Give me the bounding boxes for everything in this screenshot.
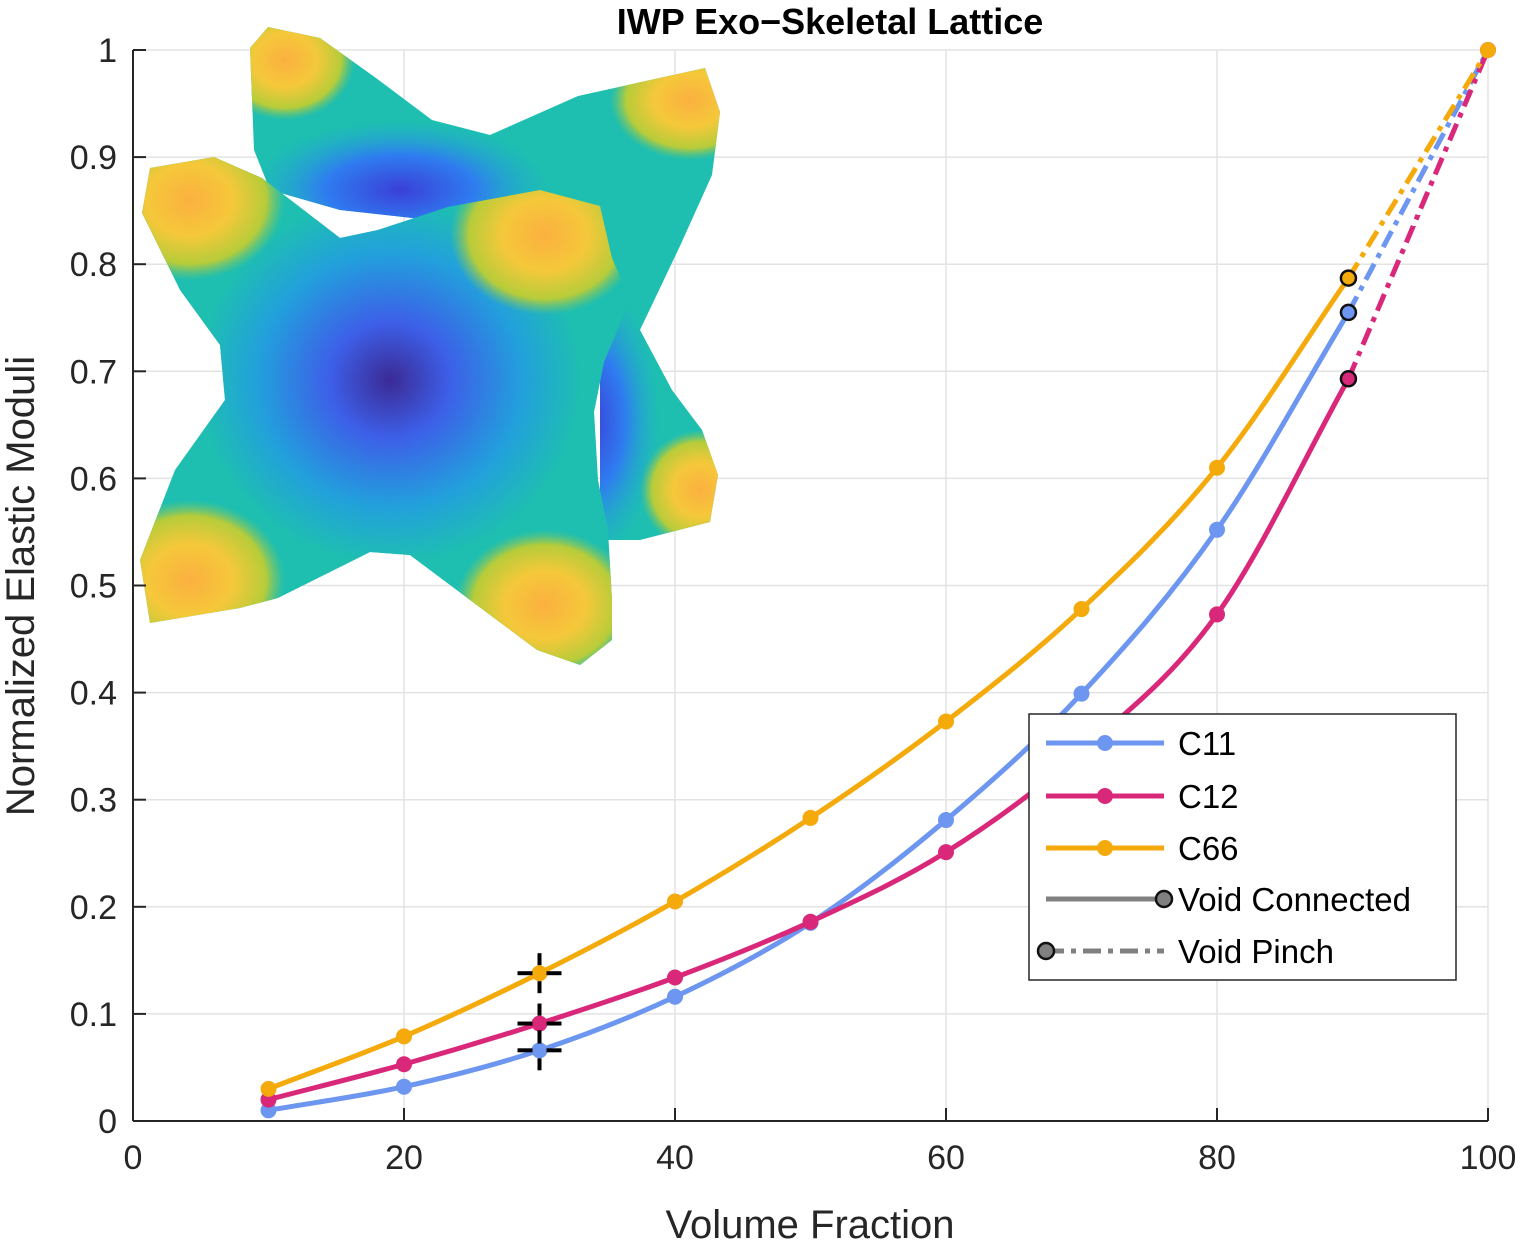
point-c12-8 xyxy=(1339,370,1358,388)
y-tick-label-9: 0.9 xyxy=(70,139,117,177)
point-c11-8 xyxy=(1339,303,1358,322)
y-tick-label-6: 0.6 xyxy=(70,460,117,498)
point-c12-5 xyxy=(938,844,954,861)
y-tick-label-5: 0.5 xyxy=(70,568,117,606)
point-c12-3 xyxy=(667,969,683,986)
legend-marker-c11 xyxy=(1097,735,1113,751)
point-c12-4 xyxy=(802,913,819,930)
legend-label-void-connected: Void Connected xyxy=(1178,881,1411,918)
point-c11-5 xyxy=(938,812,954,829)
point-c12-2 xyxy=(531,1015,548,1032)
point-c66-2 xyxy=(531,965,548,982)
point-c11-7 xyxy=(1209,521,1225,538)
point-c66-6 xyxy=(1073,601,1090,618)
legend-marker-void-connected xyxy=(1154,889,1174,909)
y-tick-label-8: 0.8 xyxy=(70,246,117,284)
point-c66-7 xyxy=(1209,459,1225,476)
point-c11-6 xyxy=(1073,685,1090,702)
legend-label-c66: C66 xyxy=(1178,830,1239,867)
point-c66-4 xyxy=(802,809,819,826)
y-tick-label-10: 1 xyxy=(98,32,117,70)
series-layer xyxy=(260,42,1496,1119)
point-c11-1 xyxy=(396,1078,412,1095)
crosshair-marker-c12 xyxy=(517,1003,562,1044)
point-c66-0 xyxy=(260,1080,277,1097)
y-tick-label-4: 0.4 xyxy=(70,675,117,713)
point-c12-1 xyxy=(396,1056,412,1073)
point-c66-5 xyxy=(938,713,954,730)
x-tick-label-4: 80 xyxy=(1198,1139,1236,1177)
point-c11-2 xyxy=(531,1042,548,1059)
legend-marker-void-pinch xyxy=(1036,941,1056,961)
x-tick-label-0: 0 xyxy=(124,1139,143,1177)
legend-label-c11: C11 xyxy=(1178,725,1236,762)
series-line-c66-pinch xyxy=(1346,48,1491,280)
point-c66-3 xyxy=(667,893,683,910)
crosshair-marker-c66 xyxy=(517,953,562,994)
x-tick-label-2: 40 xyxy=(656,1139,694,1177)
point-c66-1 xyxy=(396,1028,412,1045)
series-line-c12-pinch xyxy=(1346,49,1491,380)
y-tick-label-3: 0.3 xyxy=(70,782,117,820)
legend-label-void-pinch: Void Pinch xyxy=(1178,933,1334,970)
legend: C11 C12 C66 Void Connected Void Pinch xyxy=(1028,713,1457,981)
x-axis-label: Volume Fraction xyxy=(665,1203,954,1244)
x-tick-label-5: 100 xyxy=(1460,1139,1517,1177)
y-tick-label-2: 0.2 xyxy=(70,889,117,927)
x-tick-label-3: 60 xyxy=(927,1139,965,1177)
chart-title: IWP Exo−Skeletal Lattice xyxy=(617,1,1044,42)
legend-marker-c66 xyxy=(1097,840,1113,856)
y-tick-label-0: 0 xyxy=(98,1103,117,1141)
point-c11-3 xyxy=(667,988,683,1005)
point-c12-7 xyxy=(1209,606,1225,623)
legend-marker-c12 xyxy=(1097,788,1113,804)
series-line-c66 xyxy=(267,276,1351,1092)
legend-label-c12: C12 xyxy=(1178,778,1239,815)
crosshair-markers xyxy=(517,953,562,1071)
y-tick-label-1: 0.1 xyxy=(70,996,117,1034)
axes xyxy=(132,49,1489,1122)
series-line-c11 xyxy=(268,311,1351,1113)
y-tick-label-7: 0.7 xyxy=(70,353,117,391)
point-c66-8 xyxy=(1339,269,1358,287)
x-tick-label-1: 20 xyxy=(385,1139,423,1177)
series-line-c12 xyxy=(267,377,1351,1102)
y-axis-label: Normalized Elastic Moduli xyxy=(0,356,43,816)
point-c66-9 xyxy=(1480,42,1496,58)
series-line-c11-pinch xyxy=(1346,48,1491,314)
tick-labels: 0 20 40 60 80 100 0 0.1 0.2 0.3 0.4 0.5 0.6 0.7 0.8 0.9… xyxy=(70,32,1517,1177)
